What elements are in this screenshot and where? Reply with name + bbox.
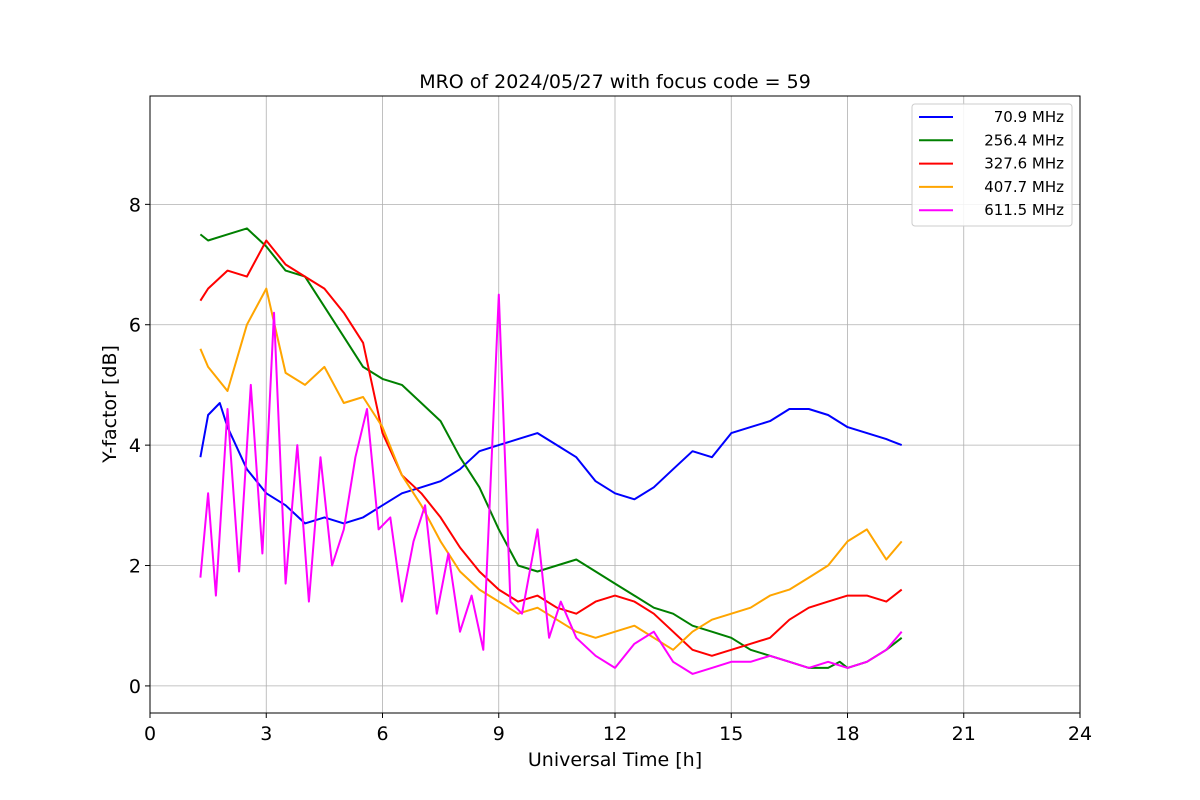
legend-label: 407.7 MHz bbox=[984, 178, 1064, 196]
chart-title: MRO of 2024/05/27 with focus code = 59 bbox=[419, 71, 811, 93]
legend-label: 611.5 MHz bbox=[984, 201, 1064, 219]
y-tick-label: 8 bbox=[129, 194, 141, 216]
x-tick-label: 9 bbox=[493, 723, 505, 745]
y-axis-label: Y-factor [dB] bbox=[99, 345, 121, 464]
legend-label: 70.9 MHz bbox=[994, 108, 1064, 126]
legend-label: 256.4 MHz bbox=[984, 131, 1064, 149]
legend: 70.9 MHz 256.4 MHz 327.6 MHz 407.7 MHz 611.5… bbox=[911, 103, 1073, 227]
y-tick-label: 6 bbox=[129, 315, 141, 337]
y-tick-label: 2 bbox=[129, 556, 141, 578]
x-tick-label: 6 bbox=[376, 723, 388, 745]
series-line bbox=[199, 239, 903, 657]
x-tick-label: 0 bbox=[144, 723, 156, 745]
x-axis-label: Universal Time [h] bbox=[528, 749, 702, 771]
x-tick-label: 15 bbox=[719, 723, 743, 745]
x-tick-label: 3 bbox=[260, 723, 272, 745]
x-tick-label: 12 bbox=[603, 723, 627, 745]
y-tick-label: 4 bbox=[129, 435, 141, 457]
y-tick-label: 0 bbox=[129, 676, 141, 698]
legend-label: 327.6 MHz bbox=[984, 155, 1064, 173]
x-tick-label: 18 bbox=[835, 723, 859, 745]
series-lines bbox=[199, 227, 903, 675]
x-tick-label: 21 bbox=[952, 723, 976, 745]
legend-box bbox=[911, 103, 1073, 227]
series-line bbox=[199, 293, 903, 675]
x-tick-label: 24 bbox=[1068, 723, 1092, 745]
